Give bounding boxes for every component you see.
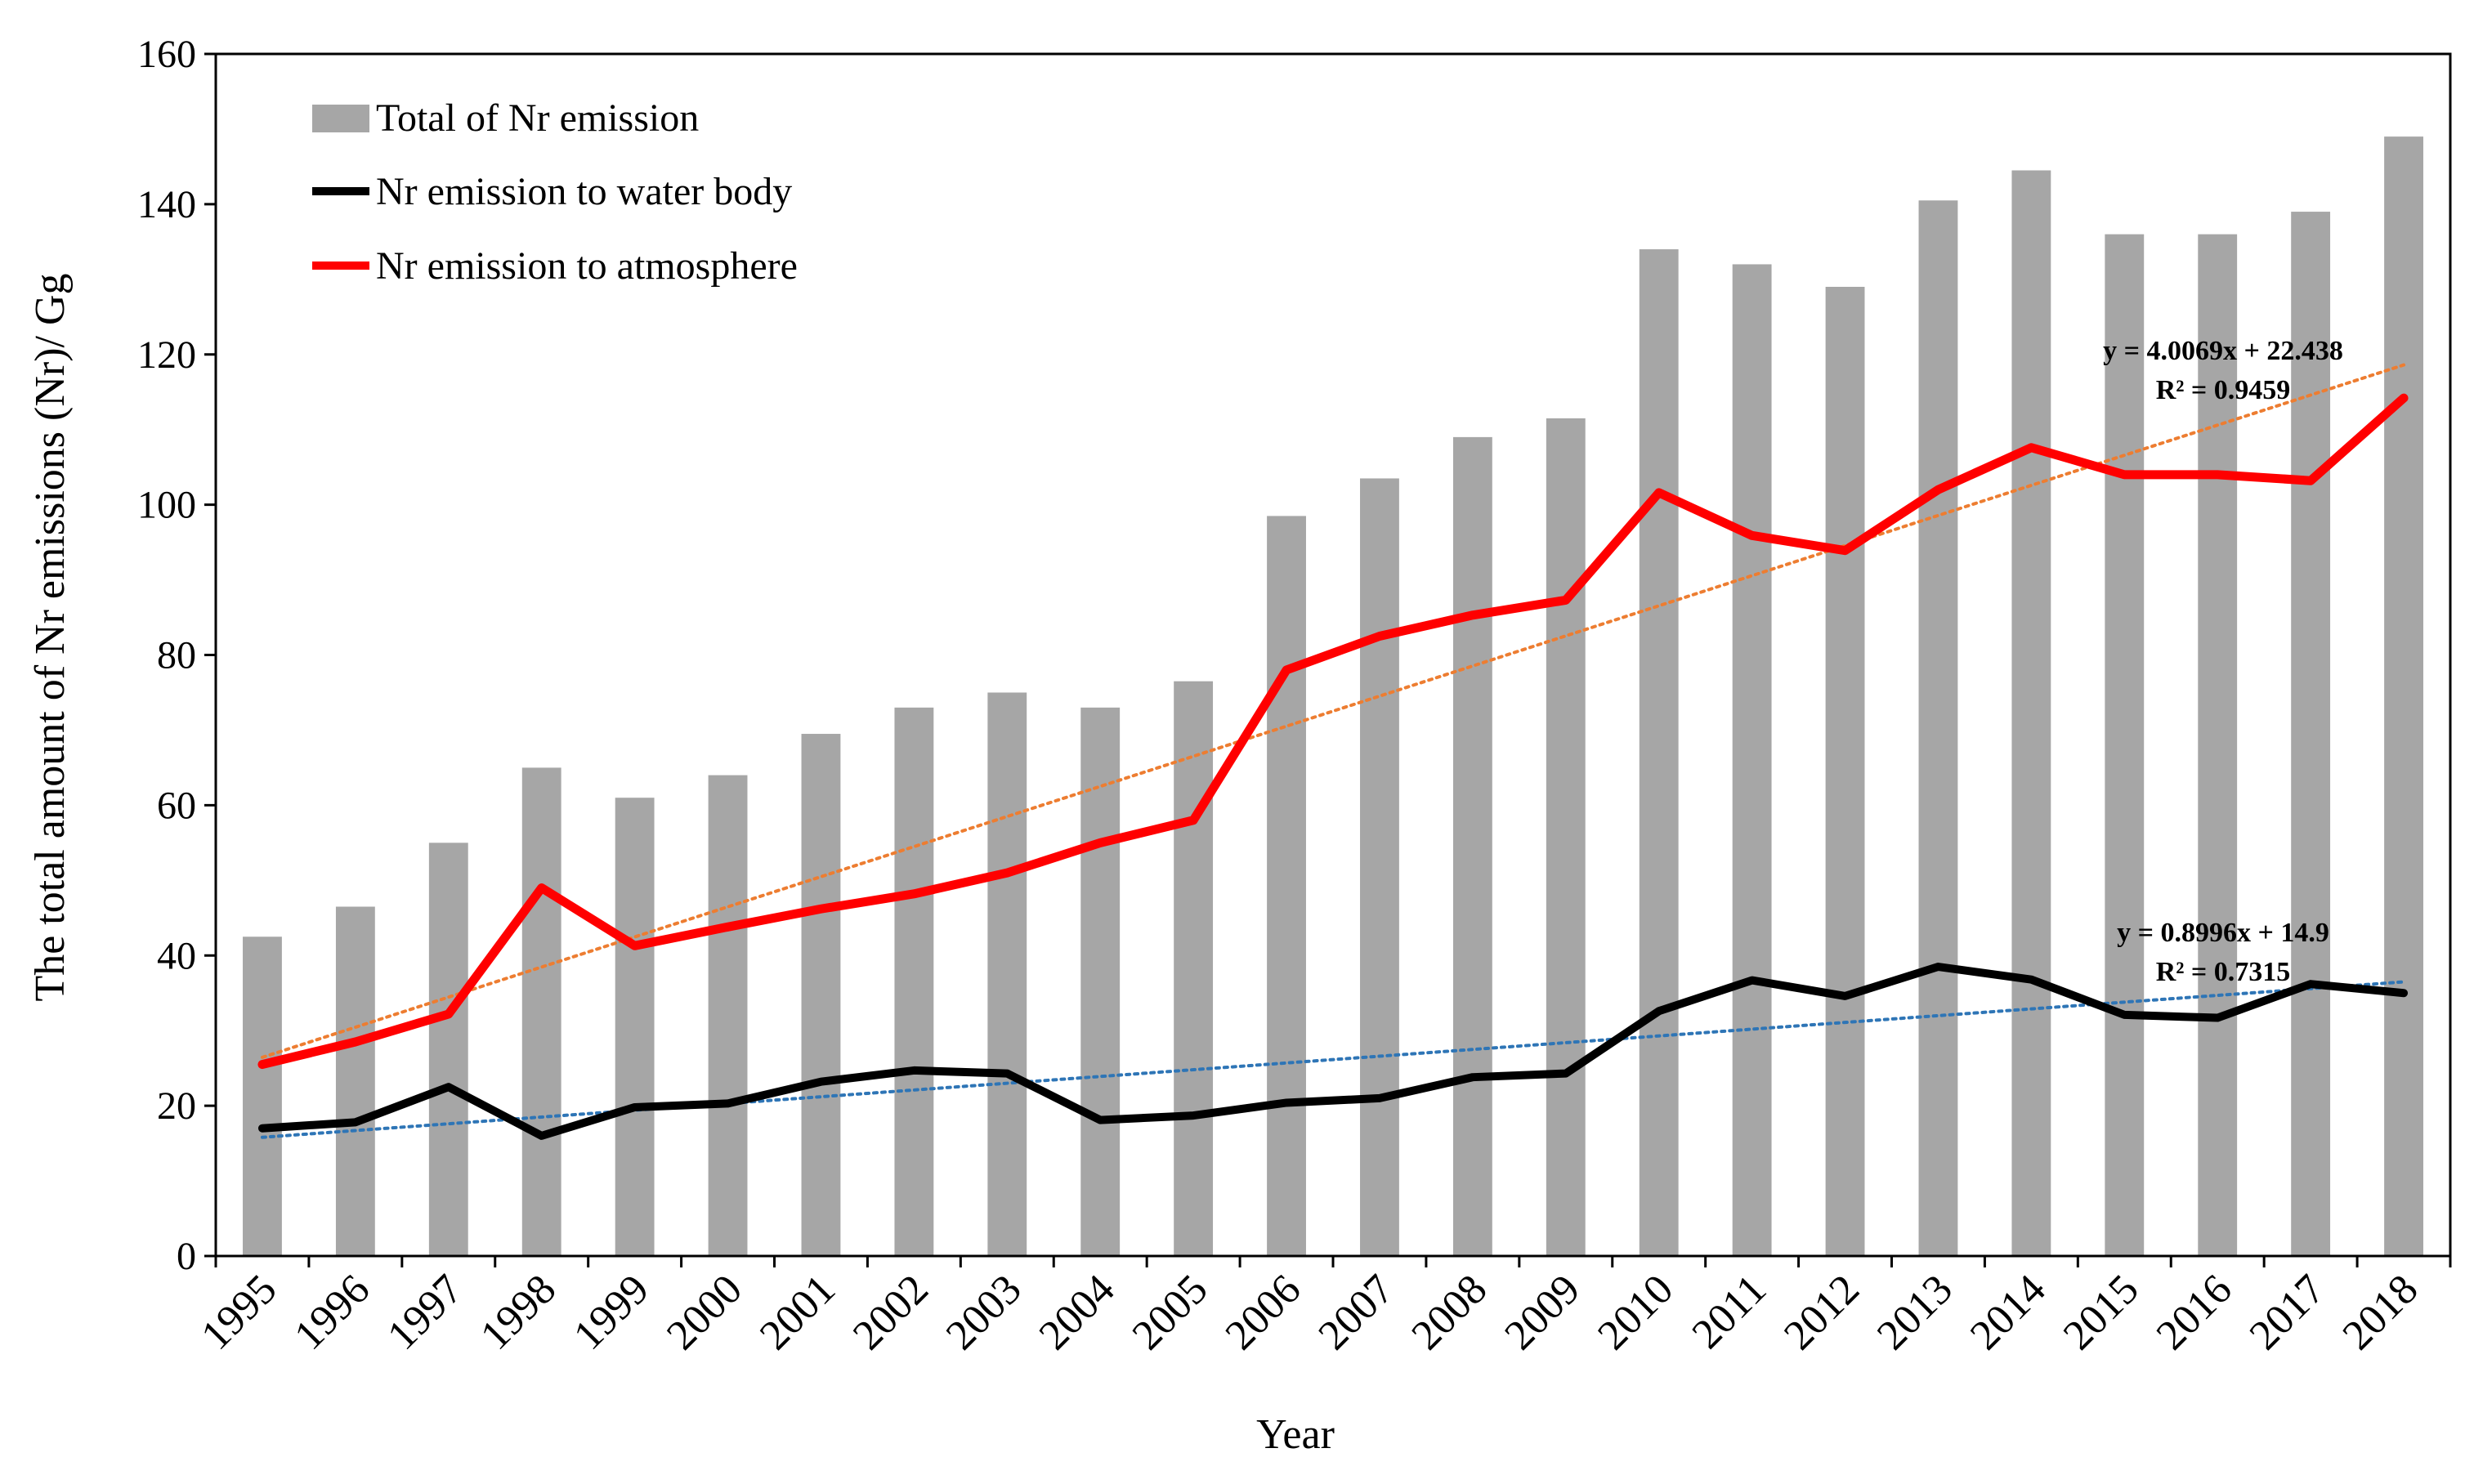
bars-layer [243, 136, 2423, 1257]
x-axis-title: Year [1256, 1411, 1335, 1458]
bar-2017 [2291, 212, 2331, 1257]
y-axis: 0 20 40 60 80 100 120 140 160 [137, 33, 216, 1278]
legend-swatch-total [312, 105, 369, 132]
trend-annotation-atmosphere: y = 4.0069x + 22.438 R² = 0.9459 [2103, 336, 2343, 405]
bar-1997 [428, 843, 468, 1256]
bar-2003 [987, 692, 1027, 1256]
y-tick-label: 120 [137, 333, 196, 377]
bar-2018 [2384, 136, 2423, 1257]
bar-1996 [335, 906, 375, 1256]
trend-equation-atmosphere: y = 4.0069x + 22.438 [2103, 336, 2343, 366]
bar-2010 [1639, 249, 1679, 1257]
bar-2007 [1360, 478, 1399, 1256]
legend-label-water: Nr emission to water body [376, 170, 792, 213]
bar-1999 [615, 798, 655, 1256]
series-line-atmosphere [257, 393, 2409, 1070]
trendline-water [260, 980, 2406, 1139]
bar-2000 [708, 775, 748, 1256]
series-line-water [257, 963, 2409, 1140]
legend-label-atmosphere: Nr emission to atmosphere [376, 244, 798, 288]
trendline-atmosphere [260, 363, 2406, 1059]
y-axis-title: The total amount of Nr emissions (Nr)/ G… [27, 273, 74, 1001]
bar-1998 [521, 767, 561, 1256]
bar-2004 [1080, 707, 1121, 1256]
bar-2012 [1825, 287, 1865, 1257]
bar-2015 [2105, 234, 2145, 1256]
bar-2006 [1267, 516, 1306, 1256]
legend-label-total: Total of Nr emission [376, 96, 699, 140]
bar-2014 [2011, 170, 2051, 1256]
bar-2013 [1918, 200, 1958, 1257]
y-tick-label: 40 [157, 934, 196, 977]
y-tick-label: 100 [137, 484, 196, 527]
bar-2001 [801, 734, 841, 1256]
bar-2016 [2198, 234, 2238, 1256]
bar-2008 [1452, 436, 1492, 1256]
trend-r2-water: R² = 0.7315 [2156, 957, 2291, 987]
y-tick-label: 60 [157, 784, 196, 827]
trend-equation-water: y = 0.8996x + 14.9 [2117, 918, 2329, 948]
bar-2011 [1732, 264, 1772, 1256]
bar-2005 [1174, 681, 1214, 1256]
trendlines-layer [260, 363, 2406, 1139]
y-tick-label: 20 [157, 1084, 196, 1128]
y-tick-label: 0 [177, 1235, 196, 1278]
y-tick-label: 160 [137, 33, 196, 76]
trend-r2-atmosphere: R² = 0.9459 [2156, 375, 2291, 405]
bar-2002 [894, 707, 934, 1256]
y-tick-label: 80 [157, 634, 196, 677]
bar-2009 [1546, 418, 1586, 1257]
lines-layer [257, 393, 2409, 1140]
trend-annotation-water: y = 0.8996x + 14.9 R² = 0.7315 [2117, 918, 2329, 987]
legend: Total of Nr emission Nr emission to wate… [312, 96, 798, 288]
y-tick-label: 140 [137, 183, 196, 226]
bar-1995 [243, 936, 282, 1256]
